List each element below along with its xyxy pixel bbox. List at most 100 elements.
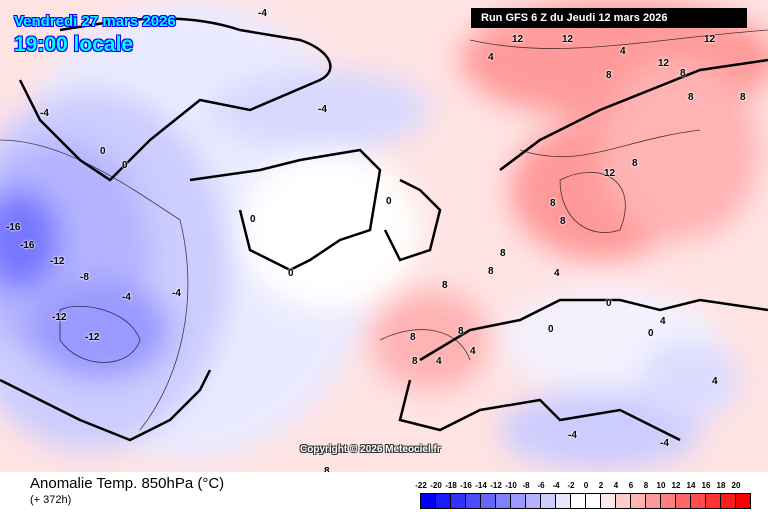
legend-label: -12 bbox=[490, 481, 502, 490]
contour-value-label: 0 bbox=[386, 196, 392, 207]
legend-swatch bbox=[556, 493, 571, 509]
contour-value-label: -4 bbox=[660, 438, 669, 449]
contour-value-label: 8 bbox=[680, 68, 686, 79]
contour-value-label: 0 bbox=[122, 160, 128, 171]
legend-swatch bbox=[616, 493, 631, 509]
legend-swatch bbox=[691, 493, 706, 509]
legend-swatch bbox=[676, 493, 691, 509]
contour-value-label: -8 bbox=[80, 272, 89, 283]
contour-value-label: 8 bbox=[500, 248, 506, 259]
legend-swatch bbox=[601, 493, 616, 509]
legend-swatch bbox=[646, 493, 661, 509]
contour-value-label: -4 bbox=[258, 8, 267, 19]
legend-label: 16 bbox=[701, 481, 711, 490]
lead-time: (+ 372h) bbox=[30, 494, 72, 506]
contour-value-label: -16 bbox=[6, 222, 21, 233]
legend-label: -18 bbox=[445, 481, 457, 490]
contour-value-label: 0 bbox=[606, 298, 612, 309]
contour-value-label: 0 bbox=[648, 328, 654, 339]
contour-value-label: 12 bbox=[704, 34, 716, 45]
contour-value-label: -12 bbox=[50, 256, 65, 267]
legend-swatch bbox=[541, 493, 556, 509]
contour-value-label: 8 bbox=[324, 466, 330, 477]
variable-title: Anomalie Temp. 850hPa (°C) bbox=[30, 475, 225, 492]
legend-label: 18 bbox=[716, 481, 726, 490]
contour-value-label: 8 bbox=[688, 92, 694, 103]
legend-label: 20 bbox=[731, 481, 741, 490]
contour-value-label: 0 bbox=[288, 268, 294, 279]
model-run-label: Run GFS 6 Z du Jeudi 12 mars 2026 bbox=[471, 8, 747, 28]
legend-swatch bbox=[721, 493, 736, 509]
legend-label: -4 bbox=[552, 481, 560, 490]
contour-value-label: 8 bbox=[560, 216, 566, 227]
contour-value-label: 0 bbox=[250, 214, 256, 225]
legend-swatch bbox=[631, 493, 646, 509]
legend-label: -10 bbox=[505, 481, 517, 490]
contour-value-label: 8 bbox=[442, 280, 448, 291]
contours bbox=[0, 29, 768, 431]
contour-value-label: 4 bbox=[436, 356, 442, 367]
contour-value-label: 8 bbox=[550, 198, 556, 209]
legend-swatch bbox=[571, 493, 586, 509]
contour-value-label: 0 bbox=[548, 324, 554, 335]
contour-value-label: -4 bbox=[568, 430, 577, 441]
legend-swatch bbox=[421, 493, 436, 509]
copyright: Copyright © 2026 Meteociel.fr bbox=[300, 444, 441, 455]
legend-label: -2 bbox=[567, 481, 575, 490]
legend-label: -22 bbox=[415, 481, 427, 490]
forecast-time: 19:00 locale bbox=[14, 33, 134, 56]
legend-label: 8 bbox=[643, 481, 649, 490]
legend-label: -14 bbox=[475, 481, 487, 490]
legend-swatch bbox=[436, 493, 451, 509]
contour-value-label: 4 bbox=[712, 376, 718, 387]
color-legend: -22 -20 -18 -16 -14 -12 -10 -8 -6 -4 -2 0 2 4 6 8 10 12 14… bbox=[415, 481, 760, 509]
legend-label: -20 bbox=[430, 481, 442, 490]
contour-value-label: -4 bbox=[172, 288, 181, 299]
legend-label: 6 bbox=[628, 481, 634, 490]
contour-value-label: 4 bbox=[488, 52, 494, 63]
legend-label: 10 bbox=[656, 481, 666, 490]
legend-swatch bbox=[511, 493, 526, 509]
contour-value-label: -4 bbox=[318, 104, 327, 115]
contour-value-label: -4 bbox=[122, 292, 131, 303]
legend-swatch bbox=[586, 493, 601, 509]
legend-swatch bbox=[526, 493, 541, 509]
contour-value-label: 4 bbox=[620, 46, 626, 57]
contour-value-label: 4 bbox=[470, 346, 476, 357]
contour-value-label: 8 bbox=[606, 70, 612, 81]
legend-swatch bbox=[736, 493, 751, 509]
legend-swatch bbox=[496, 493, 511, 509]
contour-value-label: 4 bbox=[554, 268, 560, 279]
legend-label: -16 bbox=[460, 481, 472, 490]
contour-value-label: 8 bbox=[632, 158, 638, 169]
contour-value-label: 8 bbox=[740, 92, 746, 103]
contour-value-label: -4 bbox=[40, 108, 49, 119]
contour-value-label: 8 bbox=[458, 326, 464, 337]
legend-swatch bbox=[706, 493, 721, 509]
contour-value-label: 12 bbox=[512, 34, 524, 45]
temperature-anomaly-map bbox=[0, 0, 768, 472]
legend-swatch bbox=[661, 493, 676, 509]
contour-value-label: 12 bbox=[604, 168, 616, 179]
legend-label: -8 bbox=[522, 481, 530, 490]
contour-value-label: 4 bbox=[660, 316, 666, 327]
contour-value-label: 8 bbox=[410, 332, 416, 343]
contour-value-label: 12 bbox=[562, 34, 574, 45]
legend-label: 14 bbox=[686, 481, 696, 490]
contour-value-label: -16 bbox=[20, 240, 35, 251]
contour-value-label: 0 bbox=[100, 146, 106, 157]
contour-value-label: -12 bbox=[52, 312, 67, 323]
footer-panel: Anomalie Temp. 850hPa (°C) (+ 372h) -22-… bbox=[0, 472, 768, 512]
legend-label: -6 bbox=[537, 481, 545, 490]
legend-label: 0 bbox=[583, 481, 589, 490]
contour-value-label: 8 bbox=[412, 356, 418, 367]
forecast-date: Vendredi 27 mars 2026 bbox=[14, 13, 176, 30]
contour-value-label: -12 bbox=[85, 332, 100, 343]
contour-value-label: 8 bbox=[488, 266, 494, 277]
legend-swatch bbox=[466, 493, 481, 509]
legend-label: 4 bbox=[613, 481, 619, 490]
contour-value-label: 12 bbox=[658, 58, 670, 69]
legend-label: 2 bbox=[598, 481, 604, 490]
legend-swatch bbox=[481, 493, 496, 509]
legend-swatch bbox=[451, 493, 466, 509]
